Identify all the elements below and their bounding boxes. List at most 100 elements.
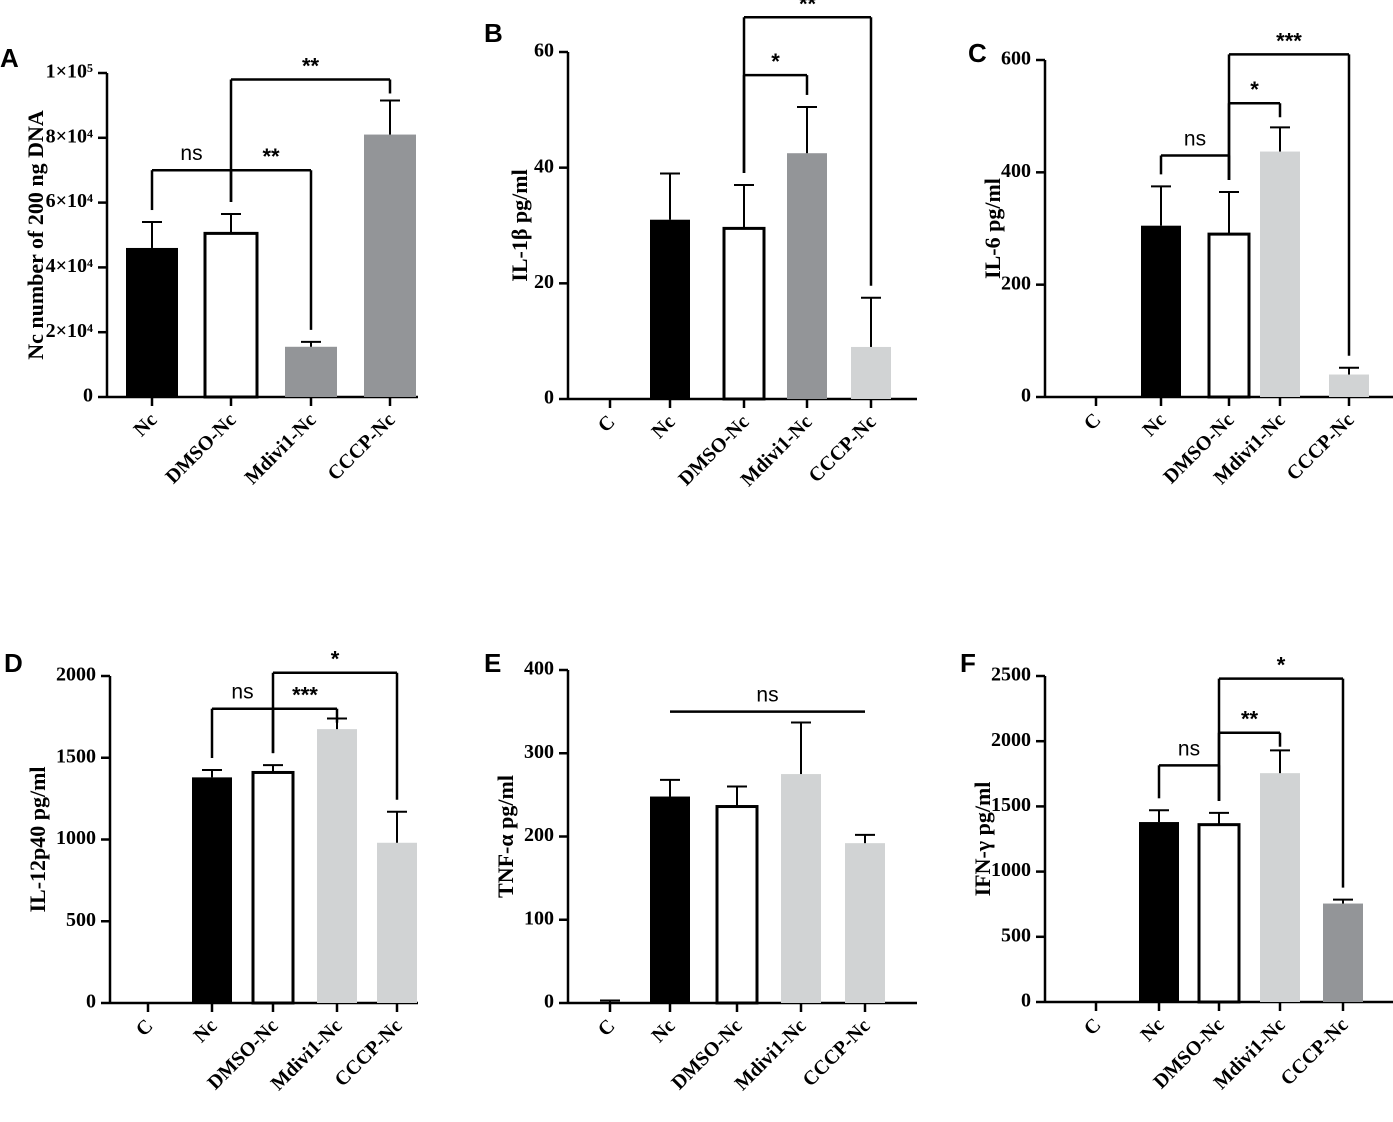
panel-f-y-tick-label: 1500 [991, 794, 1031, 816]
panel-c-x-tick-label: C [1080, 409, 1106, 435]
panel-b-x-tick-label: C [594, 411, 620, 437]
panel-a-sig-label: ** [302, 53, 320, 78]
panel-b-y-tick-label: 20 [534, 271, 554, 293]
panel-d-y-tick-label: 500 [66, 909, 96, 931]
panel-e-y-tick-label: 300 [524, 741, 554, 763]
panel-a-y-tick-label: 8×10⁴ [46, 125, 93, 147]
panel-f-bar [1260, 773, 1300, 1002]
panel-c-x-tick-label: Nc [1138, 409, 1170, 441]
panel-a-y-tick-label: 0 [83, 385, 93, 407]
panel-a-y-title: Nc number of 200 ng DNA [23, 110, 48, 360]
panel-e-x-tick-label: CCCP-Nc [798, 1015, 874, 1091]
panel-d-x-tick-label: C [132, 1015, 158, 1041]
panel-e-y-title: TNF-α pg/ml [493, 775, 518, 898]
panel-c-bar [1207, 232, 1251, 399]
panel-c-y-tick-label: 600 [1001, 48, 1031, 70]
panel-f-x-tick-label: Nc [1136, 1014, 1168, 1046]
panel-b-x-tick-label: CCCP-Nc [804, 411, 880, 487]
panel-b-x-tick-label: Nc [647, 411, 679, 443]
panel-f-y-tick-label: 0 [1021, 990, 1031, 1012]
panel-c-y-title: IL-6 pg/ml [980, 178, 1005, 279]
panel-d-y-tick-label: 1500 [56, 745, 96, 767]
panel-a-sig-label: ns [180, 142, 202, 165]
panel-e-letter: E [484, 648, 501, 678]
panel-a-y-tick-label: 1×10⁵ [46, 61, 93, 83]
panel-e-bar [650, 796, 690, 1003]
panel-c-y-tick-label: 400 [1001, 160, 1031, 182]
panel-f-bar [1139, 822, 1179, 1002]
panel-a-y-tick-label: 4×10⁴ [46, 255, 93, 277]
panel-a-bar [285, 346, 337, 397]
panel-d-bar [377, 842, 417, 1003]
panel-c-bar [1141, 225, 1181, 397]
panel-b-y-tick-label: 40 [534, 155, 554, 177]
panel-a-x-tick-label: CCCP-Nc [323, 409, 399, 485]
panel-c-y-tick-label: 200 [1001, 272, 1031, 294]
panel-c-sig-label: * [1250, 77, 1259, 102]
panel-e-x-tick-label: Nc [647, 1015, 679, 1047]
panel-c-bar [1329, 374, 1369, 397]
panel-a-x-tick-label: Nc [129, 409, 161, 441]
panel-f-sig-label: ** [1241, 707, 1259, 732]
panel-d-y-tick-label: 1000 [56, 827, 96, 849]
panel-a-x-tick-label: DMSO-Nc [161, 409, 240, 488]
panel-b-bar [787, 153, 827, 399]
panel-e-y-tick-label: 400 [524, 658, 554, 680]
panel-b-sig-label: ** [799, 0, 817, 16]
panel-b-bar [851, 346, 891, 399]
panel-c-bar [1260, 151, 1300, 397]
panel-f-y-tick-label: 2000 [991, 729, 1031, 751]
panel-f-sig-label: ns [1178, 737, 1200, 760]
panel-b-y-tick-label: 0 [544, 387, 554, 409]
panel-a-y-tick-label: 6×10⁴ [46, 190, 93, 212]
panel-f-y-title: IFN-γ pg/ml [970, 782, 995, 897]
panel-f-bar [1197, 823, 1241, 1004]
panel-d-letter: D [4, 648, 23, 678]
panel-e-bar [715, 805, 759, 1005]
panel-f-sig-label: * [1277, 653, 1286, 678]
panel-e-y-tick-label: 200 [524, 824, 554, 846]
panel-d-x-tick-label: Nc [189, 1015, 221, 1047]
panel-d-sig-label: *** [292, 683, 318, 708]
panel-c-x-tick-label: CCCP-Nc [1282, 409, 1358, 485]
panel-c-sig-label: ns [1184, 127, 1206, 150]
panel-e-y-tick-label: 0 [544, 991, 554, 1013]
panel-d-bar [192, 777, 232, 1003]
panel-f-y-tick-label: 2500 [991, 664, 1031, 686]
panel-b-y-title: IL-1β pg/ml [507, 169, 532, 281]
panel-e-sig-label: ns [756, 684, 778, 707]
panel-c-y-tick-label: 0 [1021, 385, 1031, 407]
panel-b-letter: B [484, 18, 503, 48]
panel-a-y-tick-label: 2×10⁴ [46, 320, 93, 342]
panel-a-letter: A [0, 43, 19, 73]
panel-d-bar [251, 770, 295, 1005]
panel-a-bar [203, 231, 259, 399]
panel-d-y-tick-label: 0 [86, 991, 96, 1013]
panel-b-bar [722, 226, 766, 401]
panel-b-bar [650, 219, 690, 399]
panel-d-y-title: IL-12p40 pg/ml [25, 766, 50, 912]
panel-a-sig-label: ** [262, 144, 280, 169]
panel-d-sig-label: * [331, 647, 340, 672]
panel-e-x-tick-label: C [594, 1015, 620, 1041]
panel-f-letter: F [960, 648, 976, 678]
panel-f-y-tick-label: 500 [1001, 924, 1031, 946]
panel-a-bar [126, 247, 178, 397]
panel-d-sig-label: ns [231, 681, 253, 704]
panel-d-bar [317, 729, 357, 1003]
panel-e-bar [845, 843, 885, 1003]
panel-a-bar [364, 134, 416, 397]
panel-f-x-tick-label: C [1080, 1014, 1106, 1040]
panel-e-y-tick-label: 100 [524, 907, 554, 929]
panel-b-y-tick-label: 60 [534, 40, 554, 62]
panel-f-y-tick-label: 1000 [991, 859, 1031, 881]
panel-d-y-tick-label: 2000 [56, 664, 96, 686]
panel-c-sig-label: *** [1276, 28, 1302, 53]
panel-f-x-tick-label: CCCP-Nc [1276, 1014, 1352, 1090]
panel-c-letter: C [968, 38, 987, 68]
panel-a-x-tick-label: Mdivi1-Nc [241, 409, 321, 489]
panel-e-bar [781, 774, 821, 1003]
panel-b-sig-label: * [771, 49, 780, 74]
panel-f-bar [1323, 903, 1363, 1002]
